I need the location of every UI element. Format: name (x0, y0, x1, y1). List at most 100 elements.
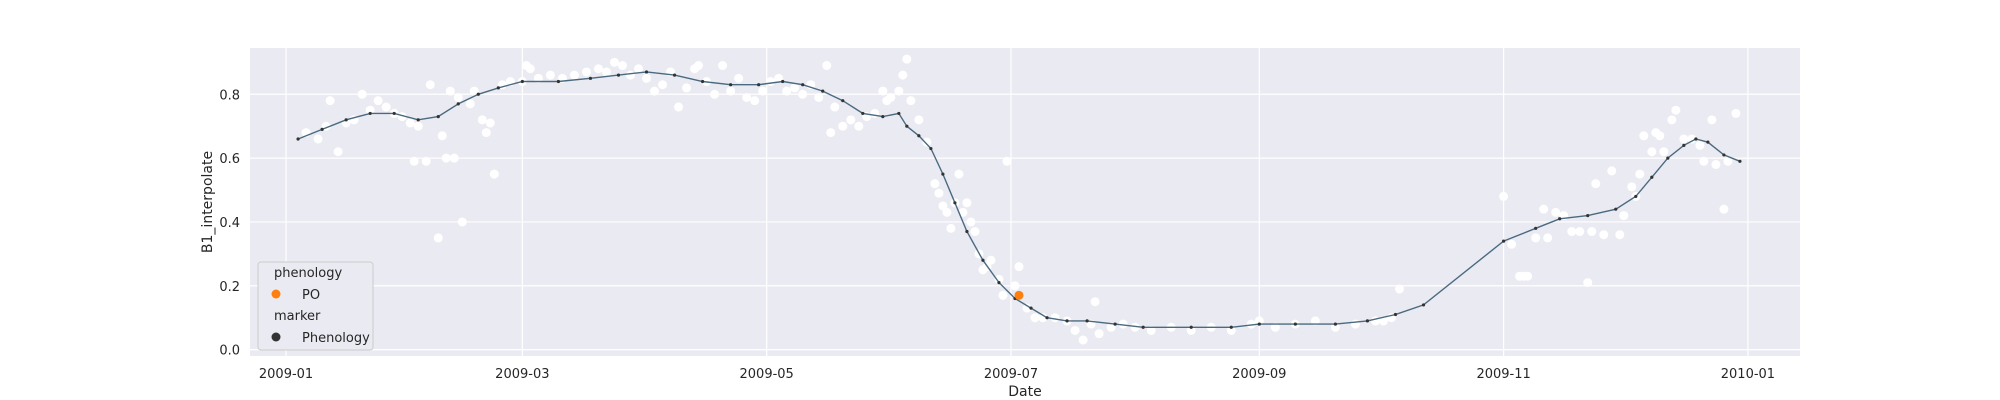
scatter-layer (301, 54, 1741, 345)
curve-point (757, 83, 761, 87)
scatter-point (1022, 303, 1032, 313)
scatter-point (333, 147, 343, 157)
scatter-point (1010, 281, 1020, 291)
scatter-point (658, 80, 668, 90)
scatter-point (1647, 147, 1657, 157)
curve-point (897, 111, 901, 116)
scatter-point (437, 131, 447, 141)
scatter-point (1507, 239, 1517, 249)
scatter-point (854, 121, 864, 131)
line-layer (296, 70, 1742, 329)
scatter-point (1130, 322, 1140, 332)
scatter-point (1070, 325, 1080, 335)
scatter-point (1310, 316, 1320, 326)
scatter-point (822, 61, 832, 71)
x-tick-label: 2009-07 (984, 367, 1038, 382)
scatter-point (962, 198, 972, 208)
legend-marker-po (271, 289, 281, 299)
scatter-point (642, 73, 652, 83)
x-tick-label: 2009-05 (740, 367, 794, 382)
scatter-point (894, 86, 904, 96)
curve-point (296, 137, 300, 141)
scatter-point (902, 54, 912, 64)
scatter-point (650, 86, 660, 96)
scatter-point (726, 86, 736, 96)
scatter-point (954, 169, 964, 179)
scatter-point (830, 102, 840, 112)
scatter-point (545, 70, 555, 80)
x-tick-label: 2009-11 (1476, 367, 1530, 382)
scatter-point (826, 128, 836, 138)
curve-point (965, 229, 969, 234)
x-tick-label: 2009-03 (495, 367, 549, 382)
scatter-point (734, 73, 744, 83)
legend-title-marker: marker (274, 309, 321, 324)
scatter-point (710, 89, 720, 99)
scatter-point (782, 86, 792, 96)
x-tick-labels: 2009-01 2009-03 2009-05 2009-07 2009-09 2009-… (259, 367, 1775, 382)
scatter-point (1330, 322, 1340, 332)
curve-point (1722, 153, 1726, 157)
scatter-point (1094, 329, 1104, 339)
scatter-point (718, 61, 728, 71)
scatter-point (405, 118, 415, 128)
scatter-point (453, 92, 463, 102)
scatter-point (1050, 313, 1060, 323)
scatter-point (373, 96, 383, 106)
curve-point (588, 76, 593, 80)
curve-point (344, 118, 348, 122)
curve-point (320, 127, 324, 131)
scatter-point (625, 70, 635, 80)
scatter-point (313, 134, 323, 144)
curve-point (1333, 322, 1338, 326)
scatter-point (1531, 233, 1541, 243)
scatter-point (1587, 227, 1597, 237)
curve-point (556, 79, 560, 84)
scatter-point (365, 105, 375, 115)
curve-point (929, 146, 933, 151)
scatter-point (1539, 204, 1549, 214)
curve-point (1229, 325, 1233, 329)
scatter-point (1118, 319, 1128, 329)
scatter-point (1723, 156, 1733, 166)
scatter-point (593, 64, 603, 74)
scatter-point (325, 96, 335, 106)
scatter-point (898, 70, 908, 80)
curve-point (821, 89, 825, 93)
scatter-point (914, 115, 924, 125)
x-tick-label: 2009-01 (259, 367, 313, 382)
scatter-point (878, 86, 888, 96)
scatter-point (846, 115, 856, 125)
scatter-point (441, 153, 451, 163)
scatter-point (634, 64, 644, 74)
highlight-layer (1014, 290, 1024, 300)
scatter-point (381, 102, 391, 112)
x-tick-label: 2009-09 (1232, 367, 1286, 382)
scatter-point (469, 86, 479, 96)
scatter-point (1499, 191, 1509, 201)
scatter-point (946, 223, 956, 233)
curve-point (1614, 207, 1618, 211)
curve-point (1085, 319, 1089, 323)
scatter-point (581, 67, 591, 77)
scatter-point (569, 70, 579, 80)
curve-point (1694, 137, 1698, 141)
curve-point (881, 115, 885, 119)
scatter-point (445, 86, 455, 96)
curve-point (1666, 156, 1670, 160)
curve-point (1534, 226, 1538, 230)
scatter-point (1583, 278, 1593, 288)
grid (250, 48, 1800, 356)
legend-label-phenology: Phenology (302, 331, 370, 346)
curve-point (981, 258, 985, 262)
scatter-point (1635, 169, 1645, 179)
phenology-curve (297, 71, 1741, 328)
y-tick-labels: 0.0 0.2 0.4 0.6 0.8 (219, 88, 240, 358)
scatter-point (814, 92, 824, 102)
scatter-point (1038, 313, 1048, 323)
scatter-point (477, 115, 487, 125)
scatter-point (934, 188, 944, 198)
curve-point (416, 118, 420, 122)
curve-point (1650, 175, 1654, 179)
curve-point (953, 201, 957, 205)
